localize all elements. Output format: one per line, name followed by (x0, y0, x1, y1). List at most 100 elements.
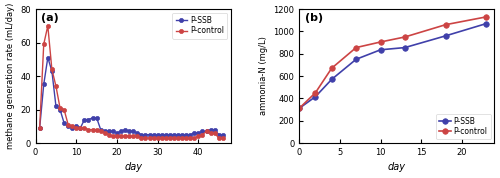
P-SSB (57, 108, 63, 111)
P-control (138, 137, 144, 139)
P-control (134, 135, 140, 137)
Text: (b): (b) (305, 13, 323, 23)
P-SSB (171, 134, 177, 136)
P-control (53, 85, 59, 87)
P-SSB (220, 134, 226, 136)
P-control (130, 135, 136, 137)
P-control (442, 24, 448, 26)
P-SSB (353, 58, 359, 60)
P-control (36, 127, 43, 129)
P-control (175, 137, 181, 139)
P-SSB (200, 130, 205, 132)
P-control (196, 135, 202, 137)
P-control (118, 135, 124, 137)
P-control (102, 132, 108, 134)
P-control (204, 130, 210, 132)
P-SSB (167, 134, 173, 136)
P-control (296, 107, 302, 109)
Line: P-control: P-control (296, 14, 489, 111)
P-SSB (179, 134, 185, 136)
P-control (158, 137, 164, 139)
P-control (74, 127, 80, 129)
Line: P-SSB: P-SSB (38, 56, 225, 137)
P-control (90, 129, 96, 131)
P-SSB (98, 129, 103, 131)
P-SSB (49, 70, 55, 72)
P-control (187, 137, 193, 139)
P-control (57, 107, 63, 109)
P-control (110, 135, 116, 137)
P-SSB (146, 134, 152, 136)
P-control (312, 92, 318, 94)
P-SSB (154, 134, 160, 136)
P-control (40, 43, 46, 45)
P-SSB (150, 134, 156, 136)
P-SSB (204, 130, 210, 132)
P-control (171, 137, 177, 139)
P-control (69, 125, 75, 127)
P-SSB (90, 117, 96, 119)
P-SSB (192, 132, 198, 134)
P-SSB (126, 130, 132, 132)
P-SSB (187, 134, 193, 136)
P-SSB (94, 117, 100, 119)
P-SSB (110, 130, 116, 132)
P-SSB (45, 57, 51, 59)
P-control (94, 129, 100, 131)
P-control (49, 68, 55, 70)
P-control (216, 137, 222, 139)
X-axis label: day: day (124, 163, 142, 172)
P-SSB (138, 134, 144, 136)
P-SSB (36, 127, 43, 129)
P-SSB (142, 134, 148, 136)
P-control (86, 129, 91, 131)
P-control (98, 130, 103, 132)
P-control (167, 137, 173, 139)
P-control (126, 135, 132, 137)
Line: P-SSB: P-SSB (296, 21, 489, 111)
P-SSB (196, 132, 202, 134)
P-SSB (216, 134, 222, 136)
P-control (328, 67, 334, 69)
P-SSB (86, 119, 91, 121)
P-control (378, 41, 384, 43)
P-control (163, 137, 169, 139)
P-control (183, 137, 189, 139)
P-SSB (114, 132, 120, 134)
P-control (208, 132, 214, 134)
P-control (114, 135, 120, 137)
P-SSB (40, 83, 46, 85)
P-control (78, 127, 84, 129)
P-SSB (74, 125, 80, 127)
P-control (61, 108, 67, 111)
P-SSB (69, 127, 75, 129)
Text: (a): (a) (42, 13, 59, 23)
P-SSB (442, 35, 448, 37)
P-SSB (208, 129, 214, 131)
P-control (150, 137, 156, 139)
P-SSB (65, 125, 71, 127)
P-SSB (134, 132, 140, 134)
P-SSB (163, 134, 169, 136)
P-SSB (53, 105, 59, 107)
P-control (82, 127, 87, 129)
P-control (146, 137, 152, 139)
P-SSB (82, 119, 87, 121)
Legend: P-SSB, P-control: P-SSB, P-control (172, 13, 227, 38)
P-control (122, 135, 128, 137)
P-SSB (328, 78, 334, 80)
P-control (220, 137, 226, 139)
P-control (65, 124, 71, 126)
P-control (179, 137, 185, 139)
P-control (192, 137, 198, 139)
P-SSB (158, 134, 164, 136)
X-axis label: day: day (388, 163, 406, 172)
P-control (212, 132, 218, 134)
P-SSB (130, 130, 136, 132)
P-control (484, 16, 490, 18)
P-control (45, 25, 51, 27)
Y-axis label: ammonia-N (mg/L): ammonia-N (mg/L) (258, 37, 268, 116)
P-SSB (402, 46, 408, 49)
Y-axis label: methane generation rate (mL/day): methane generation rate (mL/day) (6, 3, 15, 149)
P-SSB (122, 129, 128, 131)
